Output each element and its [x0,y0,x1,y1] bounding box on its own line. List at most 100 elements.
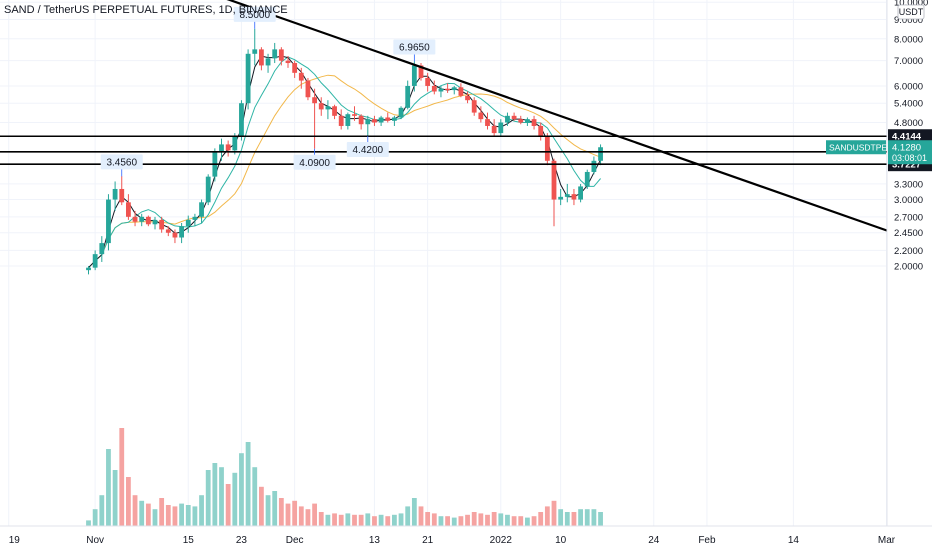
volume-bar [219,467,224,526]
volume-bar [418,506,424,526]
price-label-text: 4.4200 [353,145,384,156]
last-price-box [888,140,932,165]
candle [345,112,351,130]
candle [451,85,457,95]
price-label-box [100,154,143,170]
candle [172,229,178,244]
trend-line[interactable] [175,0,894,234]
volume-bar [365,513,371,526]
price-axis-tick: 6.0000 [894,81,923,92]
volume-bar [358,514,364,526]
candle [505,112,510,126]
volume-bar [272,491,278,526]
candle [591,156,597,175]
candle-body [165,229,171,233]
volume-bar [544,506,550,526]
candle-body [365,119,371,125]
volume-bar [132,495,138,526]
candle-body [445,88,450,91]
last-price-countdown: 03:08:01 [892,153,927,163]
price-label-text: 8.5000 [239,10,270,21]
candle-body [179,226,184,238]
candle [152,216,158,230]
candle [438,85,444,98]
volume-bar [318,512,324,526]
candle [405,80,411,110]
volume-bar [338,514,344,526]
candle [411,61,417,92]
price-label-text: 6.9650 [399,43,430,54]
time-axis-tick: 15 [183,535,195,546]
candle-body [358,115,364,125]
candle [92,250,98,271]
candle [305,77,311,101]
volume-bar [145,503,151,526]
candle-body [259,49,264,66]
candle [358,114,364,130]
volume-bar [465,514,470,526]
price-label-box [233,6,276,22]
price-axis-tick: 7.0000 [894,56,923,67]
candle-body [252,49,258,54]
candle [431,80,437,95]
candle [119,176,125,206]
candle [578,183,583,203]
volume-bar [571,512,577,526]
price-label-text: 4.0900 [299,158,330,169]
volume-bar [551,500,557,526]
price-axis-tick: 2.7000 [894,212,923,223]
candle [192,213,198,227]
time-axis-tick: Nov [86,535,104,546]
candle-body [505,115,510,123]
candle [99,236,105,262]
candle-body [152,219,158,225]
candle [145,215,151,227]
candle [518,115,524,125]
candle [558,188,564,206]
volume-bar [531,516,537,526]
candle [471,97,477,116]
volume-bar [372,516,377,526]
candle [252,28,258,66]
candle-body [86,267,91,271]
candle-body [591,160,597,172]
volume-bar [265,495,271,526]
candle-body [99,243,105,255]
volume-bar [86,520,91,526]
time-axis-tick: Dec [286,535,304,546]
candle [544,133,550,166]
volume-bar [225,484,231,526]
candle-body [578,186,583,200]
time-axis-tick: 13 [369,535,381,546]
price-label: 3.4560 [100,154,143,177]
volume-bar [591,509,597,526]
volume-bar [518,516,524,526]
ma-mid-line [88,56,601,269]
volume-bar [505,514,510,526]
candle-body [265,58,271,66]
candle-body [239,103,244,137]
time-axis-tick: Feb [698,535,716,546]
candle [571,188,577,206]
time-axis-tick: 19 [9,535,21,546]
volume-bar [252,467,258,526]
candle [106,194,111,251]
time-axis-tick: 2022 [490,535,513,546]
candle-body [106,199,111,244]
volume-bar [185,505,191,526]
currency-badge[interactable]: USDT [897,4,925,20]
candle-body [598,147,603,161]
candle-body [298,72,304,81]
candle-body [478,112,484,120]
candle-body [392,117,397,121]
candle-body [465,95,470,101]
volume-bar [172,506,178,526]
candle [465,91,470,104]
volume-bar [405,506,411,526]
volume-bar [511,516,517,526]
candle [132,210,138,227]
symbol-tag-text: SANDUSDTPERP [829,143,899,153]
